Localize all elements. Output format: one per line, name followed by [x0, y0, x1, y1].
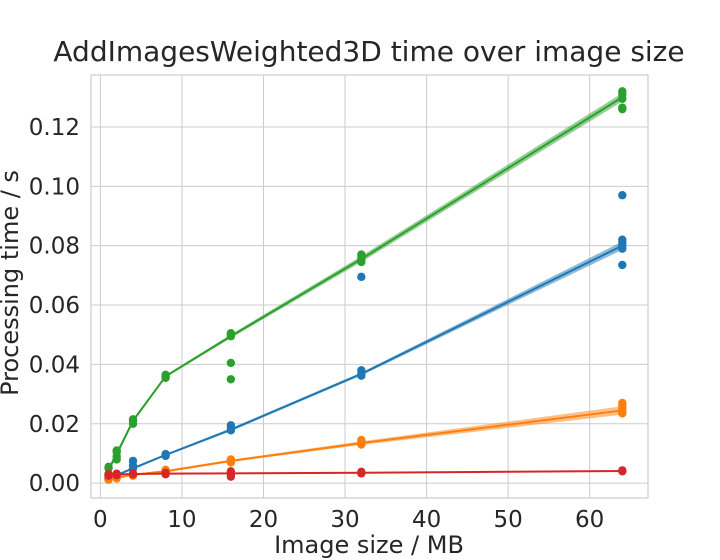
- data-point-0: [112, 455, 121, 464]
- data-point-3: [128, 470, 138, 479]
- data-point-1: [618, 244, 627, 253]
- y-axis-title: Processing time / s: [0, 170, 24, 396]
- data-points: [104, 87, 627, 484]
- y-tick-label: 0.04: [29, 352, 80, 378]
- data-point-3: [104, 471, 113, 480]
- data-point-0: [357, 257, 366, 267]
- data-point-2: [226, 458, 236, 467]
- data-point-1: [161, 451, 170, 461]
- data-point-0: [618, 104, 627, 114]
- data-point-0: [226, 375, 236, 384]
- chart-title: AddImagesWeighted3D time over image size: [53, 35, 684, 68]
- x-tick-label: 10: [167, 507, 196, 533]
- x-tick-label: 0: [93, 507, 108, 533]
- data-point-2: [618, 409, 627, 418]
- data-point-0: [104, 464, 113, 473]
- data-point-3: [618, 467, 627, 476]
- x-tick-label: 60: [575, 507, 604, 533]
- y-tick-label: 0.12: [29, 115, 80, 141]
- data-point-1: [357, 371, 366, 380]
- x-tick-label: 40: [412, 507, 441, 533]
- data-point-0: [128, 419, 138, 428]
- data-point-3: [161, 470, 170, 479]
- data-point-1: [357, 272, 366, 282]
- data-point-2: [357, 440, 366, 449]
- data-point-0: [226, 332, 236, 341]
- plot-frame: [90, 74, 649, 499]
- y-tick-label: 0.02: [29, 412, 80, 438]
- x-tick-label: 20: [249, 507, 278, 533]
- data-point-1: [618, 260, 627, 270]
- x-axis-title: Image size / MB: [274, 531, 464, 559]
- data-point-1: [226, 426, 236, 435]
- data-point-0: [618, 94, 627, 103]
- data-point-3: [226, 472, 236, 481]
- y-tick-label: 0.10: [29, 174, 80, 200]
- confidence-band-0: [108, 93, 623, 473]
- data-point-0: [161, 373, 170, 382]
- y-tick-label: 0.08: [29, 234, 80, 260]
- x-tick-label: 50: [493, 507, 522, 533]
- y-tick-label: 0.00: [29, 471, 80, 497]
- data-point-0: [226, 358, 236, 368]
- data-point-3: [357, 469, 366, 478]
- grid: [91, 75, 648, 498]
- y-axis-ticks: 0.00 0.02 0.04 0.06 0.08 0.10 0.12: [29, 115, 80, 497]
- data-point-1: [618, 191, 627, 200]
- y-tick-label: 0.06: [29, 293, 80, 319]
- data-point-3: [112, 470, 121, 480]
- x-axis-ticks: 0 10 20 30 40 50 60: [93, 507, 604, 533]
- x-tick-label: 30: [330, 507, 359, 533]
